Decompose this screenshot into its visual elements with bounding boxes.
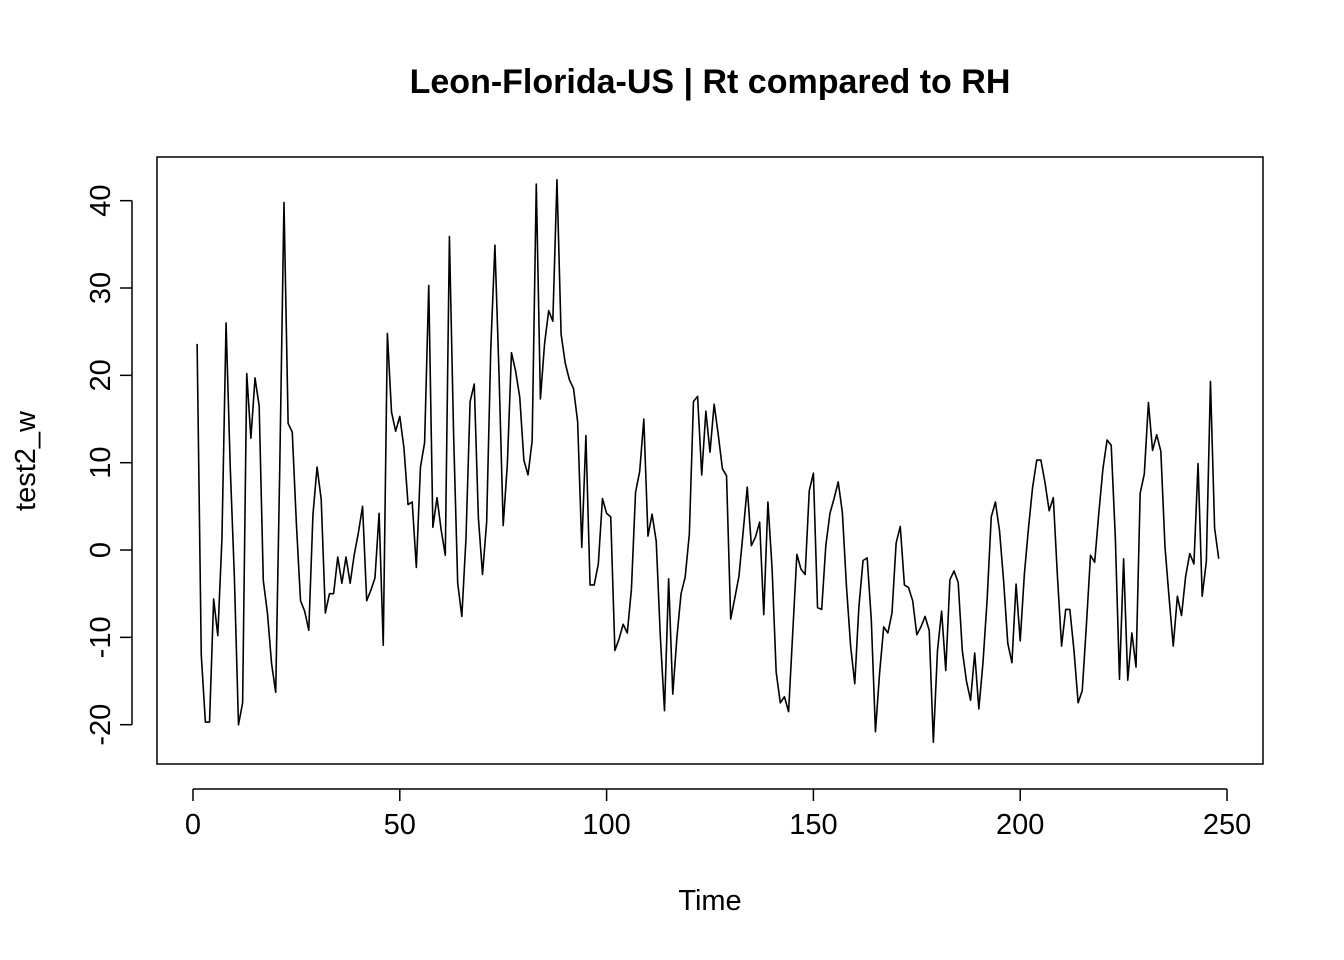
- plot-box: [156, 156, 1264, 765]
- y-tick-label: 30: [85, 272, 117, 304]
- x-tick-label: 150: [789, 809, 837, 841]
- y-tick-label: 20: [85, 359, 117, 391]
- x-tick-label: 0: [185, 809, 201, 841]
- x-axis: 0 50 100 150 200 250: [185, 788, 1251, 841]
- x-tick-label: 50: [384, 809, 416, 841]
- x-tick-label: 250: [1203, 809, 1251, 841]
- y-axis-label: test2_w: [10, 410, 42, 511]
- y-tick-label: 0: [85, 542, 117, 558]
- y-tick-label: 10: [85, 447, 117, 479]
- x-tick-label: 200: [996, 809, 1044, 841]
- y-tick-label: -10: [85, 616, 117, 658]
- x-tick-label: 100: [582, 809, 630, 841]
- x-axis-label: Time: [678, 885, 741, 917]
- y-tick-label: -20: [85, 704, 117, 746]
- y-tick-label: 40: [85, 185, 117, 217]
- chart-title: Leon-Florida-US | Rt compared to RH: [410, 63, 1011, 101]
- series-line: [196, 178, 1220, 743]
- y-axis: -20 -10 0 10 20 30 40: [85, 185, 133, 746]
